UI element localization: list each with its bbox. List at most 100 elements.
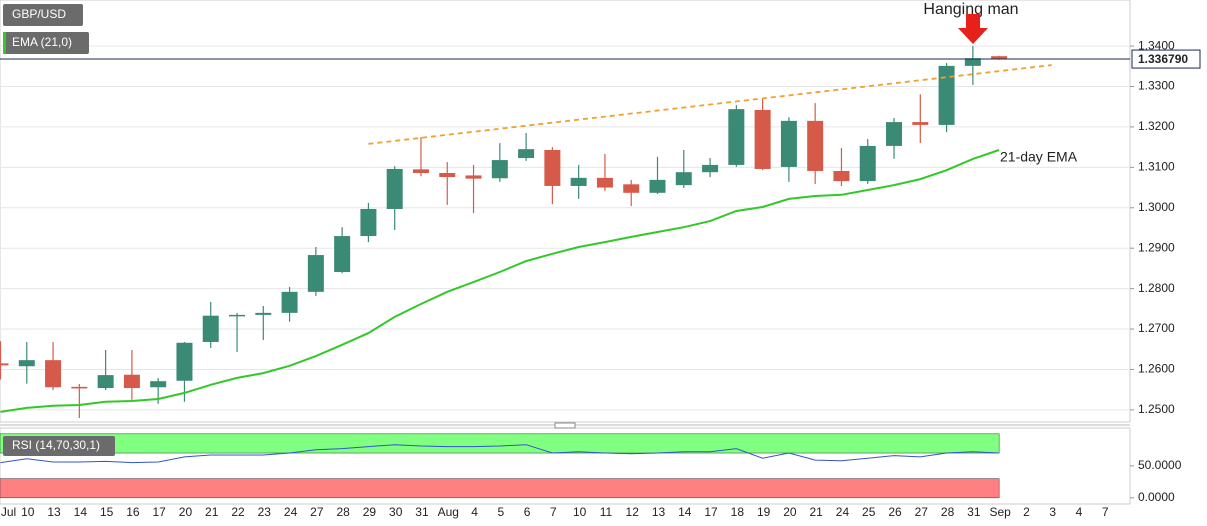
x-tick-label: 11 xyxy=(600,505,613,519)
y-tick-label: 1.3200 xyxy=(1138,119,1175,133)
x-tick-label: 30 xyxy=(389,505,403,519)
x-tick-label: 27 xyxy=(915,505,929,519)
ema-tag-bg xyxy=(3,32,89,54)
y-tick-label: 1.2900 xyxy=(1138,240,1175,254)
candle-body xyxy=(281,291,298,313)
x-tick-label: Jul xyxy=(1,505,16,519)
candle-body xyxy=(202,315,219,342)
x-tick-label: 3 xyxy=(1049,505,1056,519)
candle-body xyxy=(229,314,246,317)
candle-body xyxy=(964,58,981,66)
annotation: Hanging man xyxy=(923,1,1018,18)
candle-body xyxy=(360,208,377,237)
candle-body xyxy=(859,145,876,182)
x-tick-label: 20 xyxy=(783,505,797,519)
y-tick-label: 1.2500 xyxy=(1138,402,1175,416)
candle-body xyxy=(807,120,824,171)
x-tick-label: 26 xyxy=(888,505,902,519)
candle-body xyxy=(255,312,272,315)
y-tick-label: 1.3000 xyxy=(1138,200,1175,214)
x-tick-label: 4 xyxy=(471,505,478,519)
rsi-band xyxy=(0,478,1000,499)
candle-body xyxy=(518,149,535,159)
x-tick-label: 10 xyxy=(21,505,35,519)
candle-body xyxy=(780,120,797,167)
x-tick-label: 23 xyxy=(258,505,272,519)
candle-body xyxy=(728,109,745,165)
x-tick-label: 16 xyxy=(126,505,140,519)
candle-body xyxy=(386,168,403,209)
x-tick-label: 18 xyxy=(731,505,745,519)
y-tick-label: 1.3400 xyxy=(1138,38,1175,52)
y-tick-label: 0.0000 xyxy=(1138,490,1175,504)
y-tick-label: 1.2800 xyxy=(1138,281,1175,295)
candle-body xyxy=(886,122,903,146)
candle-body xyxy=(754,109,771,169)
candle-body xyxy=(649,179,666,193)
x-tick-label: 22 xyxy=(231,505,245,519)
candle-body xyxy=(45,360,62,388)
x-tick-label: 7 xyxy=(1102,505,1109,519)
x-tick-label: 24 xyxy=(836,505,850,519)
candle-body xyxy=(97,375,114,389)
x-tick-label: 24 xyxy=(284,505,298,519)
candle-body xyxy=(176,342,193,381)
trendline xyxy=(368,64,1052,145)
current-price-box xyxy=(1131,49,1201,69)
symbol-tag-bg xyxy=(3,4,83,26)
x-tick-label: Sep xyxy=(989,505,1011,519)
arrow xyxy=(958,14,988,44)
x-tick-label: 29 xyxy=(363,505,377,519)
resize-grip[interactable] xyxy=(554,422,576,429)
symbol-tag: GBP/USD xyxy=(12,7,66,21)
x-tick-label: 4 xyxy=(1076,505,1083,519)
candle-body xyxy=(596,177,613,188)
candle-body xyxy=(702,164,719,173)
candle-body xyxy=(18,360,35,367)
candle-body xyxy=(675,172,692,186)
y-tick-label: 1.2600 xyxy=(1138,362,1175,376)
rsi-line xyxy=(0,444,1000,464)
ema-tag-stripe xyxy=(3,32,6,54)
candle-body xyxy=(938,65,955,125)
x-tick-label: 7 xyxy=(550,505,557,519)
candle-body xyxy=(123,374,140,389)
y-tick-label: 50.0000 xyxy=(1138,458,1182,472)
rsi-tag: RSI (14,70,30,1) xyxy=(12,438,100,452)
x-tick-label: 20 xyxy=(179,505,193,519)
x-tick-label: 21 xyxy=(205,505,219,519)
x-tick-label: 13 xyxy=(652,505,666,519)
main-panel xyxy=(0,0,1131,423)
x-tick-label: 17 xyxy=(153,505,167,519)
candle-body xyxy=(412,169,429,174)
candle-body xyxy=(623,184,640,193)
x-tick-label: 10 xyxy=(573,505,587,519)
x-tick-label: 28 xyxy=(336,505,350,519)
candle-body xyxy=(150,381,167,388)
y-tick-label: 1.3300 xyxy=(1138,79,1175,93)
candle-body xyxy=(912,122,929,125)
y-tick-label: 1.3100 xyxy=(1138,160,1175,174)
rsi-tag-bg xyxy=(3,436,115,456)
candle-body xyxy=(334,236,351,273)
candle-body xyxy=(439,173,456,178)
candle-body xyxy=(71,386,88,389)
candle-body xyxy=(491,160,508,179)
x-tick-label: 2 xyxy=(1023,505,1030,519)
y-tick-label: 1.2700 xyxy=(1138,321,1175,335)
ema-line xyxy=(0,149,1000,413)
ema-tag: EMA (21,0) xyxy=(12,35,72,49)
annotation: 21-day EMA xyxy=(1000,149,1078,165)
candle-body xyxy=(570,177,587,186)
x-tick-label: 31 xyxy=(415,505,429,519)
x-tick-label: 17 xyxy=(704,505,718,519)
x-tick-label: Aug xyxy=(438,505,459,519)
candle-body xyxy=(465,175,482,179)
x-tick-label: 21 xyxy=(810,505,824,519)
current-price-label: 1.336790 xyxy=(1138,52,1188,66)
candle-body xyxy=(307,255,324,292)
x-tick-label: 28 xyxy=(941,505,955,519)
candle-body xyxy=(0,363,9,366)
